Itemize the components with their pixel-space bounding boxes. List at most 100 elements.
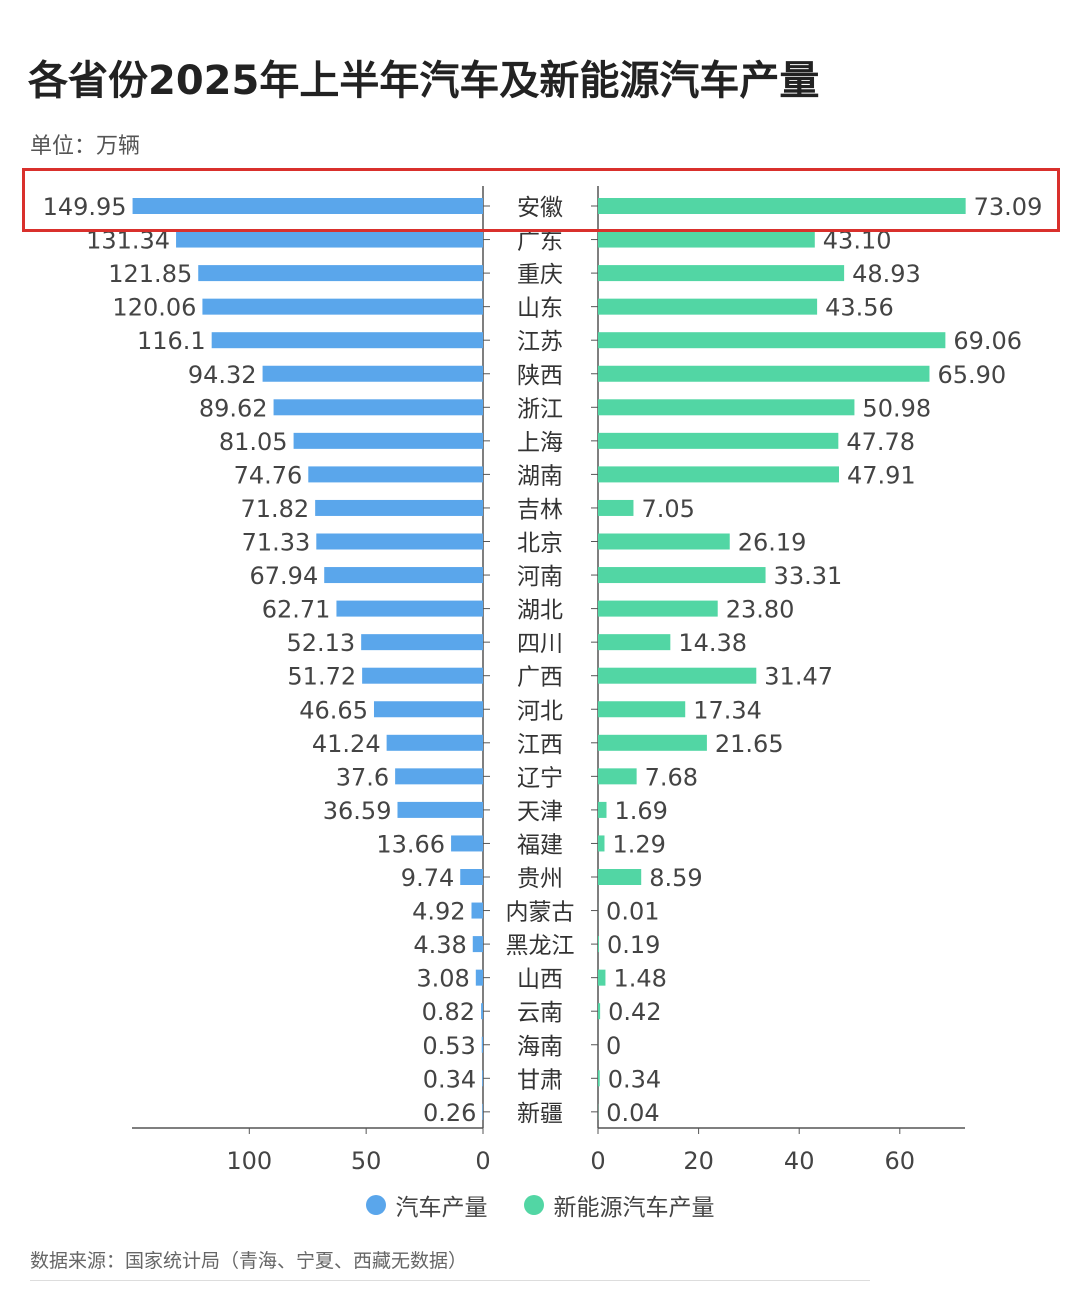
bar-cars (293, 432, 483, 449)
label-cars: 62.71 (262, 596, 331, 624)
category-label: 福建 (517, 832, 563, 858)
x-tick-label: 0 (475, 1147, 490, 1175)
label-nev: 7.05 (641, 495, 694, 523)
legend-item-cars: 汽车产量 (365, 1188, 488, 1222)
bar-nev (598, 567, 766, 584)
bar-cars (472, 936, 483, 953)
label-nev: 0 (606, 1032, 621, 1060)
category-label: 山东 (517, 296, 563, 322)
label-nev: 0.19 (607, 931, 660, 959)
bar-nev (598, 533, 730, 550)
bar-nev (598, 869, 642, 885)
label-nev: 23.80 (726, 596, 795, 624)
category-label: 江苏 (517, 329, 563, 355)
label-cars: 51.72 (287, 663, 356, 691)
label-cars: 3.08 (416, 965, 469, 993)
label-cars: 4.92 (412, 898, 465, 926)
category-label: 天津 (517, 799, 563, 825)
x-tick-label: 40 (784, 1147, 815, 1175)
label-nev: 0.34 (608, 1065, 661, 1093)
source-note: 数据来源：国家统计局（青海、宁夏、西藏无数据） (30, 1250, 468, 1272)
category-label: 重庆 (517, 262, 563, 288)
x-tick-label: 0 (590, 1147, 605, 1175)
label-cars: 36.59 (323, 797, 392, 825)
bar-nev (598, 701, 686, 718)
label-nev: 21.65 (715, 730, 784, 758)
unit-label: 单位：万辆 (30, 134, 141, 159)
category-label: 陕西 (517, 363, 563, 389)
label-cars: 0.53 (422, 1032, 475, 1060)
label-cars: 37.6 (336, 763, 389, 791)
x-tick-label: 100 (226, 1147, 272, 1175)
bar-cars (198, 265, 483, 282)
bar-cars (481, 1036, 483, 1053)
category-label: 内蒙古 (506, 900, 575, 926)
label-nev: 31.47 (764, 663, 833, 691)
bar-nev (598, 734, 707, 751)
label-cars: 81.05 (219, 428, 288, 456)
divider (30, 1280, 870, 1281)
category-label: 上海 (517, 430, 563, 456)
label-nev: 50.98 (862, 394, 931, 422)
x-tick-label: 60 (885, 1147, 916, 1175)
label-nev: 1.29 (612, 830, 665, 858)
label-nev: 48.93 (852, 260, 921, 288)
highlight-box (22, 168, 1060, 232)
label-cars: 0.82 (422, 998, 475, 1026)
legend-swatch-nev (523, 1195, 544, 1215)
x-tick-label: 50 (351, 1147, 382, 1175)
category-label: 广西 (517, 665, 563, 691)
legend-label-nev: 新能源汽车产量 (553, 1195, 715, 1221)
label-nev: 73.09 (974, 193, 1043, 221)
label-nev: 26.19 (738, 529, 807, 557)
bar-nev (598, 634, 671, 651)
legend-item-nev: 新能源汽车产量 (523, 1188, 715, 1222)
category-label: 吉林 (517, 497, 563, 523)
bar-nev (598, 1070, 600, 1087)
bar-cars (471, 902, 483, 919)
bar-nev (598, 198, 966, 214)
label-cars: 89.62 (199, 394, 268, 422)
bar-nev (598, 1003, 601, 1020)
bar-cars (475, 969, 483, 986)
bar-nev (598, 768, 637, 785)
bar-cars (386, 734, 483, 751)
bar-nev (598, 265, 845, 282)
label-nev: 69.06 (953, 327, 1022, 355)
bar-cars (262, 365, 483, 382)
label-nev: 0.01 (606, 898, 659, 926)
label-cars: 67.94 (250, 562, 319, 590)
label-cars: 13.66 (376, 830, 445, 858)
label-cars: 52.13 (286, 629, 355, 657)
bar-nev (598, 432, 839, 449)
bar-cars (308, 466, 483, 483)
category-label: 广东 (517, 229, 563, 255)
bar-nev (598, 600, 718, 617)
label-nev: 0.04 (606, 1099, 659, 1127)
label-nev: 65.90 (937, 361, 1006, 389)
bar-nev (598, 332, 946, 349)
category-label: 新疆 (517, 1101, 563, 1127)
bar-nev (598, 466, 839, 483)
bar-nev (598, 499, 634, 516)
chart-title: 各省份2025年上半年汽车及新能源汽车产量 (28, 58, 820, 104)
label-cars: 149.95 (43, 193, 127, 221)
bar-cars (336, 600, 483, 617)
bar-cars (460, 869, 483, 885)
label-nev: 1.48 (613, 965, 666, 993)
bar-cars (361, 634, 483, 651)
category-label: 安徽 (517, 195, 563, 221)
label-cars: 74.76 (234, 461, 303, 489)
label-cars: 71.33 (242, 529, 311, 557)
bar-cars (315, 499, 483, 516)
label-cars: 46.65 (299, 696, 368, 724)
label-nev: 17.34 (693, 696, 762, 724)
bar-nev (598, 231, 815, 248)
bar-cars (211, 332, 483, 349)
category-label: 四川 (517, 631, 563, 657)
category-label: 河北 (517, 698, 563, 724)
bar-cars (273, 399, 483, 416)
label-nev: 33.31 (774, 562, 843, 590)
category-label: 浙江 (517, 396, 563, 422)
bar-cars (132, 198, 484, 214)
